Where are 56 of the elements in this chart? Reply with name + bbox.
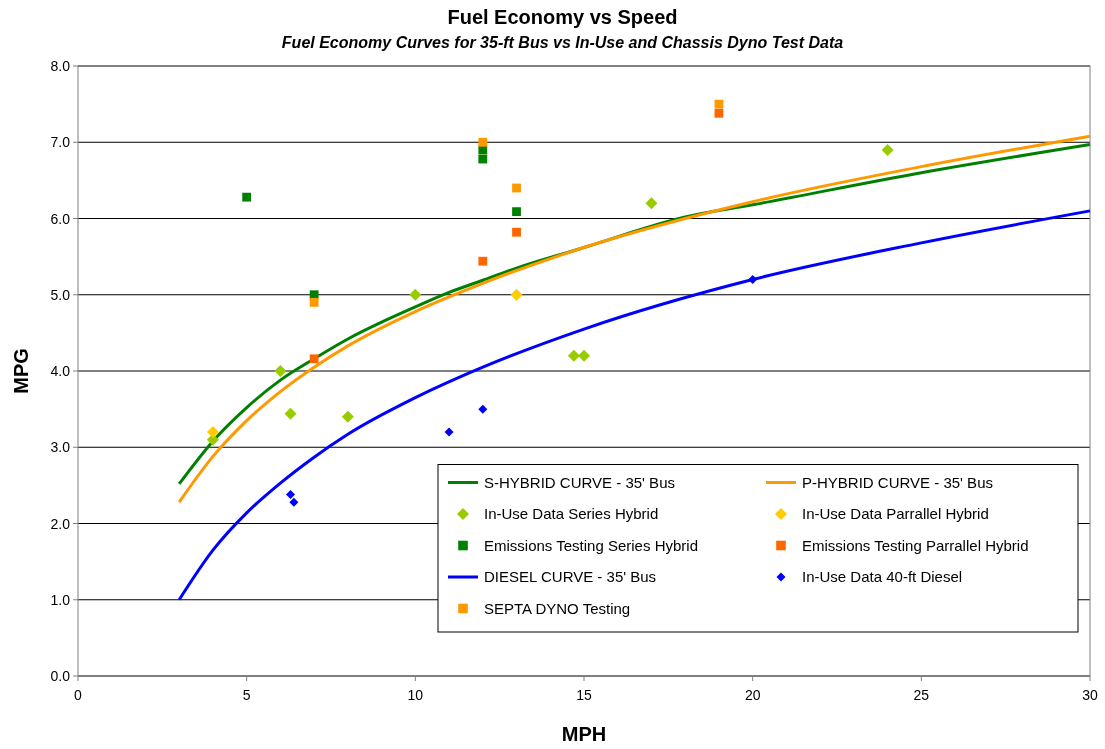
x-tick-label: 10 bbox=[407, 687, 424, 703]
legend-label: Emissions Testing Series Hybrid bbox=[484, 536, 698, 554]
line-series bbox=[177, 209, 1092, 602]
legend-label: S-HYBRID CURVE - 35' Bus bbox=[484, 473, 675, 491]
y-tick-label: 2.0 bbox=[50, 515, 71, 532]
point bbox=[289, 497, 299, 507]
point bbox=[341, 410, 354, 423]
point bbox=[242, 192, 252, 202]
point bbox=[510, 288, 523, 301]
legend-label: Emissions Testing Parrallel Hybrid bbox=[802, 536, 1029, 554]
point bbox=[206, 426, 219, 438]
point bbox=[714, 108, 724, 118]
x-tick-label: 5 bbox=[242, 687, 251, 703]
x-tick-label: 20 bbox=[744, 687, 761, 703]
point bbox=[478, 256, 488, 266]
y-tick-label: 7.0 bbox=[50, 134, 71, 151]
x-tick-label: 25 bbox=[913, 687, 930, 703]
point bbox=[309, 354, 319, 364]
legend-label: In-Use Data Parrallel Hybrid bbox=[802, 505, 989, 522]
point bbox=[284, 407, 297, 420]
legend-label: In-Use Data Series Hybrid bbox=[484, 505, 659, 522]
point bbox=[512, 227, 521, 237]
legend-label: DIESEL CURVE - 35' Bus bbox=[484, 568, 657, 585]
chart-subtitle: Fuel Economy Curves for 35-ft Bus vs In-Use and Chassis Dyno Test Data bbox=[281, 34, 844, 51]
point bbox=[478, 137, 488, 147]
y-tick-label: 4.0 bbox=[50, 363, 71, 379]
x-tick-label: 0 bbox=[74, 687, 83, 703]
legend-label: SEPTA DYNO Testing bbox=[484, 599, 631, 617]
point bbox=[444, 427, 454, 437]
x-tick-label: 15 bbox=[576, 687, 592, 703]
x-axis-title: MPH bbox=[561, 723, 607, 745]
point bbox=[645, 197, 658, 210]
point bbox=[748, 275, 758, 284]
point bbox=[409, 288, 422, 301]
point bbox=[512, 207, 521, 217]
point bbox=[478, 404, 488, 414]
point bbox=[567, 349, 580, 362]
point bbox=[512, 183, 521, 193]
point bbox=[274, 365, 287, 377]
legend-label: P-HYBRID CURVE - 35' Bus bbox=[802, 473, 993, 491]
y-tick-label: 6.0 bbox=[50, 210, 71, 227]
y-tick-label: 3.0 bbox=[50, 439, 71, 456]
y-axis-title: MPG bbox=[10, 348, 32, 394]
point bbox=[578, 349, 590, 362]
y-tick-label: 0.0 bbox=[50, 668, 71, 684]
point bbox=[881, 143, 894, 156]
point bbox=[309, 297, 319, 307]
x-tick-label: 30 bbox=[1082, 687, 1098, 703]
chart-title: Fuel Economy vs Speed bbox=[447, 6, 678, 28]
legend-label: In-Use Data 40-ft Diesel bbox=[802, 568, 963, 585]
point bbox=[478, 154, 488, 164]
y-tick-label: 5.0 bbox=[50, 286, 71, 303]
point bbox=[714, 99, 724, 109]
point bbox=[286, 490, 296, 500]
y-tick-label: 8.0 bbox=[50, 58, 71, 74]
y-tick-label: 1.0 bbox=[50, 591, 71, 608]
